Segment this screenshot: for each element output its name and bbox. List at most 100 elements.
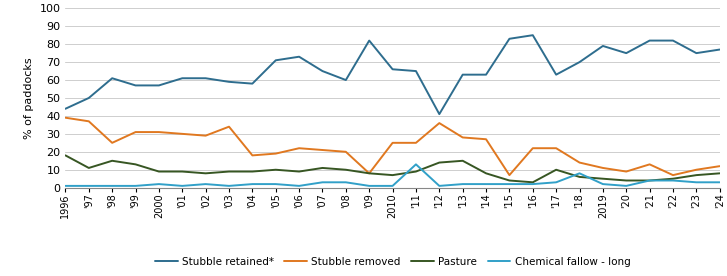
Stubble retained* (271, 59, 280, 62)
Stubble retained* (342, 78, 350, 82)
Pasture (411, 170, 420, 173)
Stubble removed (108, 141, 116, 145)
Stubble retained* (131, 84, 140, 87)
Stubble removed (318, 148, 327, 152)
Stubble retained* (622, 51, 630, 55)
Stubble removed (248, 154, 257, 157)
Chemical fallow - long (458, 182, 467, 186)
Pasture (178, 170, 187, 173)
Stubble removed (84, 120, 93, 123)
Stubble retained* (552, 73, 561, 76)
Chemical fallow - long (84, 184, 93, 188)
Stubble retained* (61, 107, 70, 110)
Chemical fallow - long (294, 184, 303, 188)
Pasture (505, 179, 514, 182)
Chemical fallow - long (61, 184, 70, 188)
Chemical fallow - long (131, 184, 140, 188)
Stubble removed (552, 147, 561, 150)
Chemical fallow - long (365, 184, 374, 188)
Stubble retained* (505, 37, 514, 41)
Chemical fallow - long (342, 181, 350, 184)
Pasture (84, 166, 93, 169)
Stubble retained* (84, 96, 93, 100)
Chemical fallow - long (692, 181, 701, 184)
Stubble removed (201, 134, 210, 137)
Chemical fallow - long (552, 181, 561, 184)
Stubble removed (575, 161, 584, 164)
Chemical fallow - long (388, 184, 397, 188)
Stubble removed (61, 116, 70, 119)
Stubble retained* (225, 80, 233, 83)
Pasture (669, 177, 678, 181)
Stubble retained* (201, 76, 210, 80)
Pasture (271, 168, 280, 171)
Stubble removed (411, 141, 420, 145)
Pasture (575, 175, 584, 179)
Stubble retained* (669, 39, 678, 42)
Stubble retained* (529, 34, 537, 37)
Stubble retained* (715, 48, 724, 51)
Pasture (598, 177, 607, 181)
Stubble removed (225, 125, 233, 128)
Stubble removed (155, 130, 164, 134)
Pasture (458, 159, 467, 162)
Stubble retained* (365, 39, 374, 42)
Pasture (388, 173, 397, 177)
Chemical fallow - long (482, 182, 491, 186)
Stubble removed (131, 130, 140, 134)
Pasture (108, 159, 116, 162)
Stubble removed (365, 172, 374, 175)
Stubble retained* (411, 69, 420, 73)
Chemical fallow - long (715, 181, 724, 184)
Stubble retained* (458, 73, 467, 76)
Stubble retained* (598, 44, 607, 47)
Stubble removed (622, 170, 630, 173)
Chemical fallow - long (598, 182, 607, 186)
Pasture (201, 172, 210, 175)
Chemical fallow - long (201, 182, 210, 186)
Stubble removed (646, 163, 654, 166)
Stubble retained* (646, 39, 654, 42)
Pasture (61, 154, 70, 157)
Chemical fallow - long (529, 182, 537, 186)
Chemical fallow - long (178, 184, 187, 188)
Stubble retained* (575, 60, 584, 64)
Chemical fallow - long (108, 184, 116, 188)
Chemical fallow - long (505, 182, 514, 186)
Chemical fallow - long (435, 184, 443, 188)
Pasture (692, 173, 701, 177)
Stubble removed (669, 173, 678, 177)
Pasture (225, 170, 233, 173)
Stubble removed (715, 164, 724, 168)
Chemical fallow - long (248, 182, 257, 186)
Stubble removed (294, 147, 303, 150)
Stubble removed (435, 121, 443, 125)
Stubble removed (388, 141, 397, 145)
Pasture (715, 172, 724, 175)
Stubble removed (482, 137, 491, 141)
Line: Pasture: Pasture (65, 155, 720, 182)
Stubble removed (178, 132, 187, 136)
Pasture (318, 166, 327, 169)
Pasture (482, 172, 491, 175)
Stubble removed (598, 166, 607, 169)
Stubble retained* (435, 112, 443, 116)
Pasture (435, 161, 443, 164)
Stubble retained* (294, 55, 303, 59)
Pasture (552, 168, 561, 171)
Chemical fallow - long (646, 179, 654, 182)
Stubble removed (505, 173, 514, 177)
Stubble retained* (692, 51, 701, 55)
Stubble removed (692, 168, 701, 171)
Line: Chemical fallow - long: Chemical fallow - long (65, 164, 720, 186)
Chemical fallow - long (155, 182, 164, 186)
Chemical fallow - long (318, 181, 327, 184)
Line: Stubble retained*: Stubble retained* (65, 35, 720, 114)
Stubble removed (271, 152, 280, 155)
Chemical fallow - long (411, 163, 420, 166)
Pasture (342, 168, 350, 171)
Stubble retained* (108, 76, 116, 80)
Pasture (131, 163, 140, 166)
Chemical fallow - long (575, 172, 584, 175)
Chemical fallow - long (225, 184, 233, 188)
